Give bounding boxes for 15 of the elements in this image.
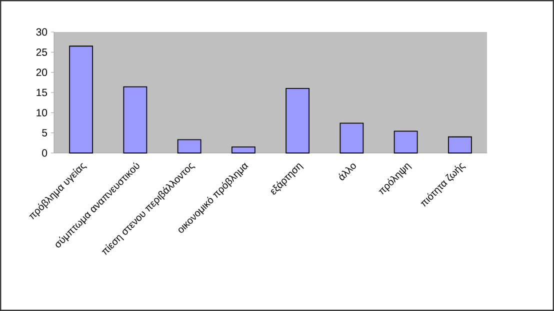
bar (231, 146, 256, 154)
bar (448, 136, 472, 154)
bar (394, 130, 418, 154)
y-tick-label: 10 (36, 108, 48, 116)
bar (340, 122, 364, 154)
bar (123, 86, 148, 154)
bar (177, 139, 202, 154)
bar (286, 88, 310, 154)
y-tick-label: 20 (36, 68, 48, 76)
y-tick-label: 25 (36, 48, 48, 56)
y-tick-label: 5 (42, 129, 48, 136)
bar (69, 46, 94, 154)
y-tick-label: 30 (36, 28, 48, 36)
y-tick-label: 15 (36, 88, 48, 96)
y-tick-label: 0 (42, 149, 48, 157)
